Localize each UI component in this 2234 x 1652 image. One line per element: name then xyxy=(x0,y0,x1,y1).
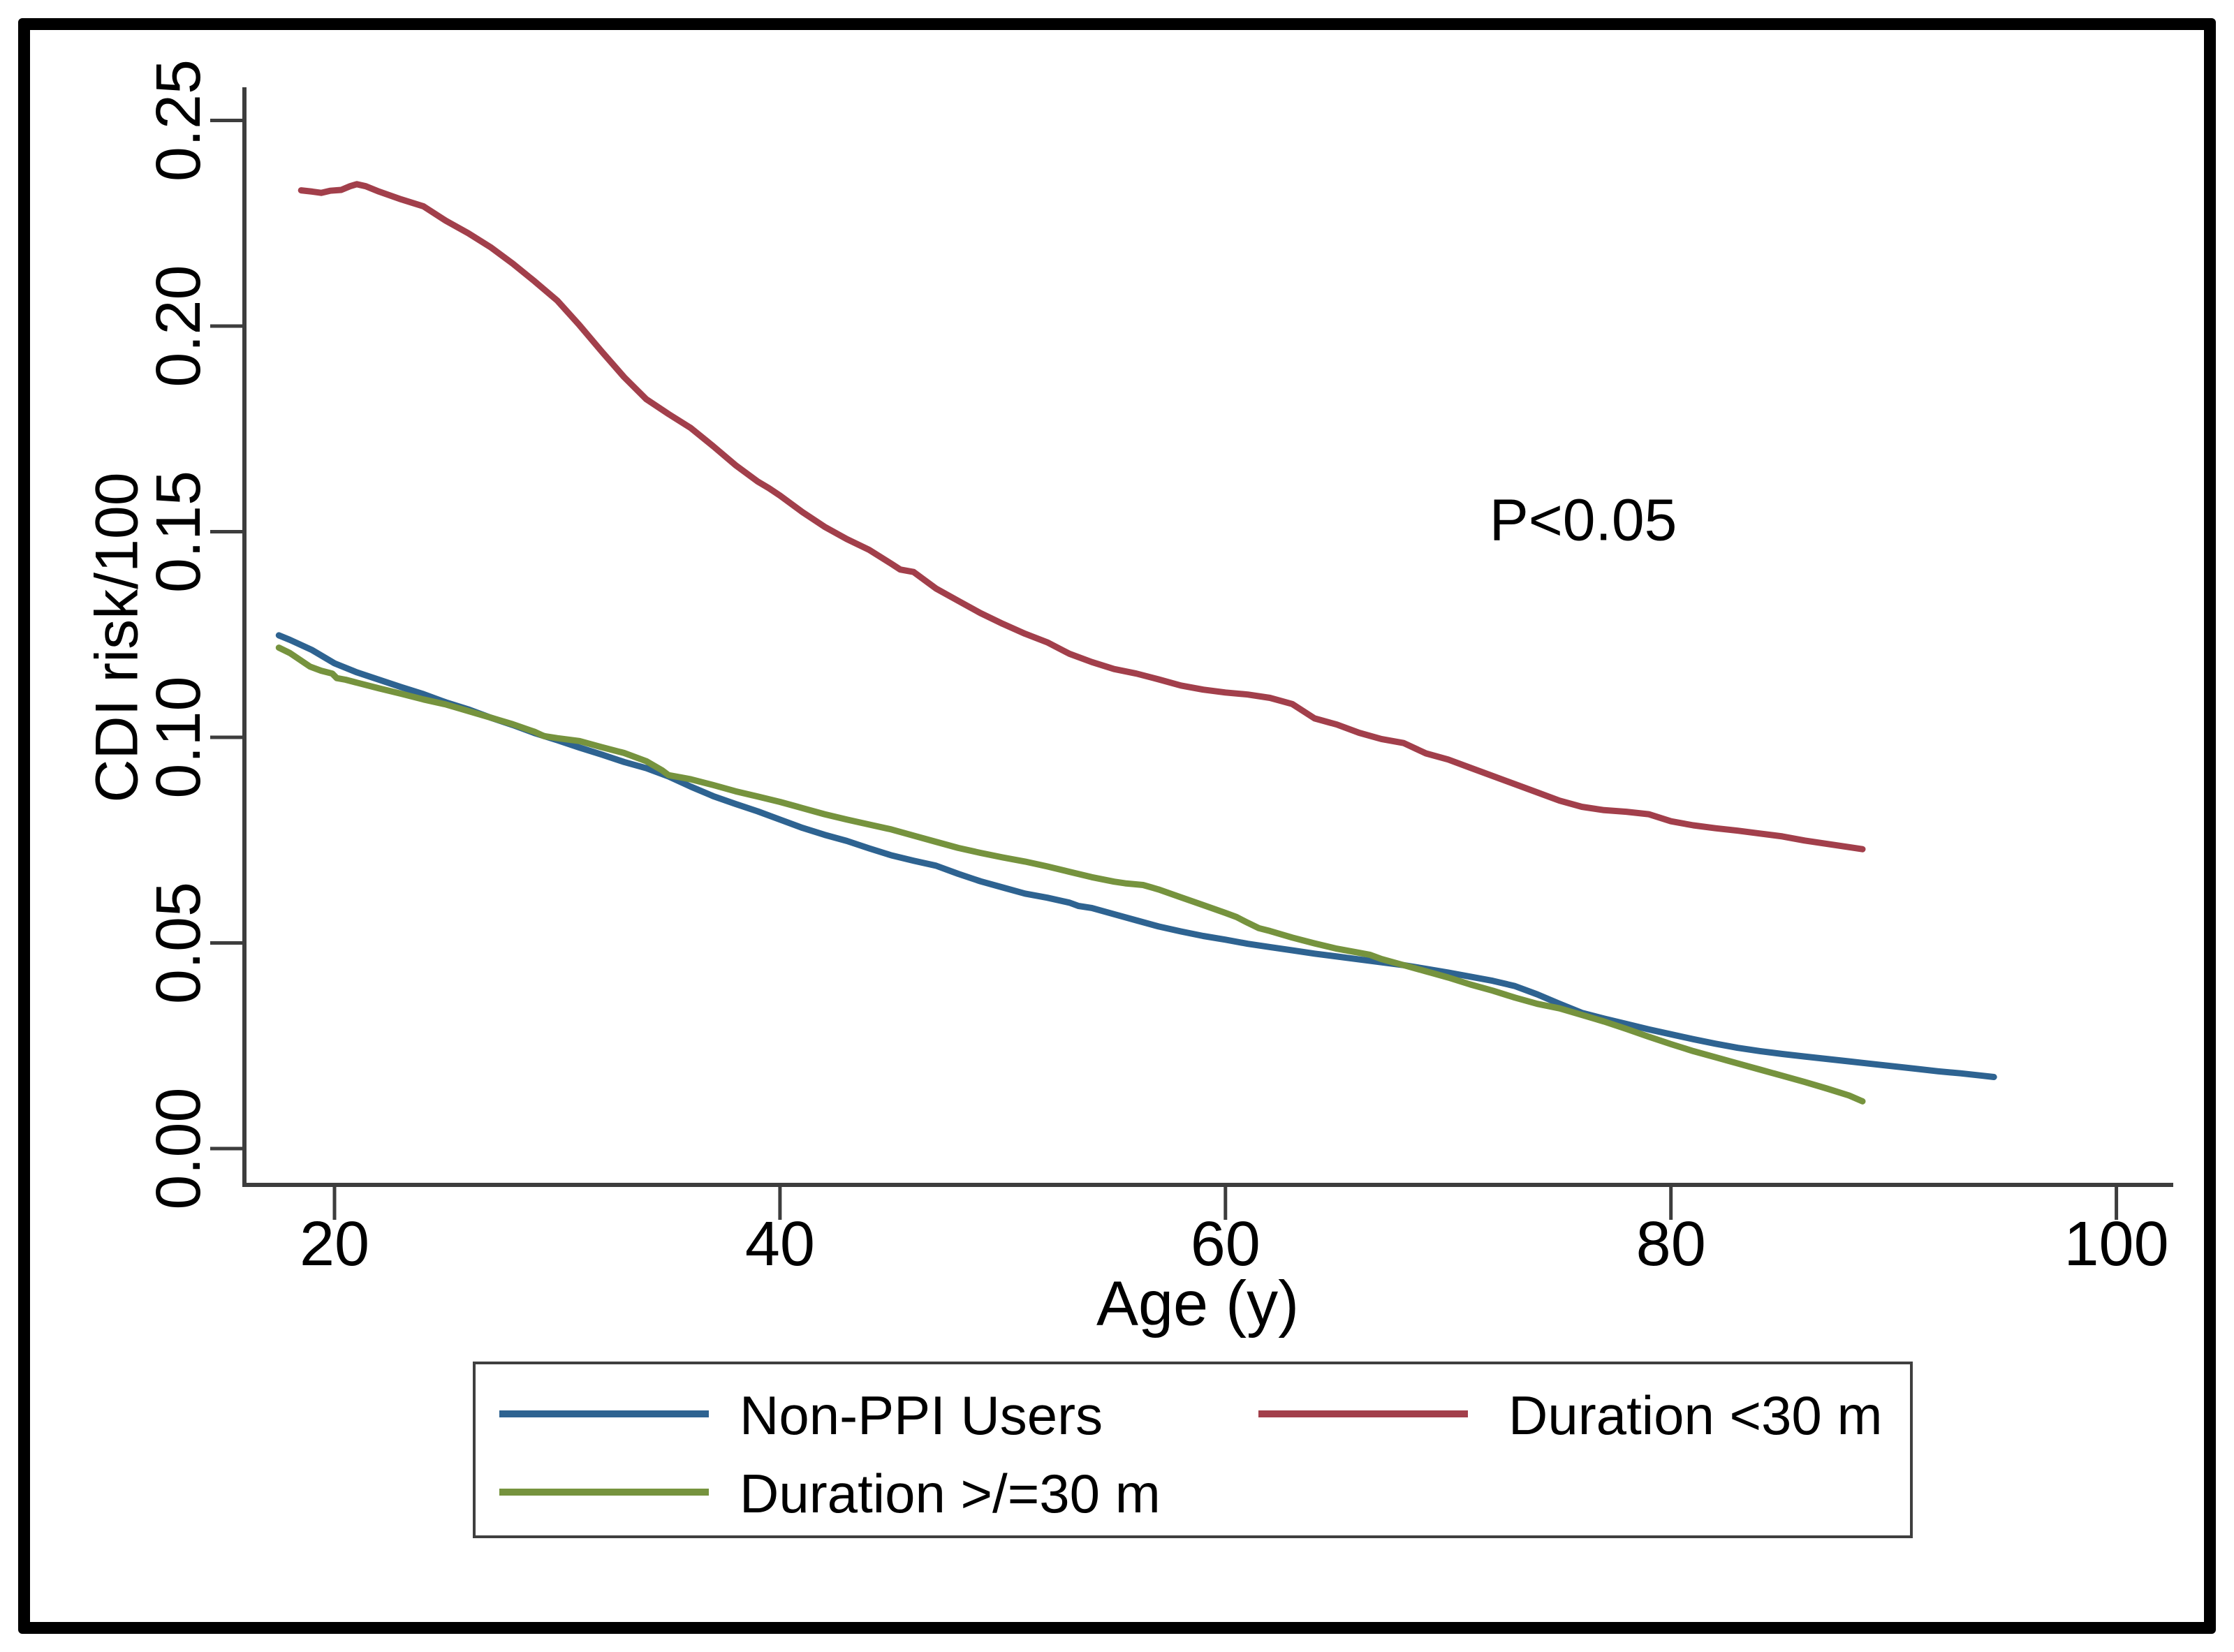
y-tick-label: 0.10 xyxy=(144,676,214,798)
x-tick-label: 100 xyxy=(2064,1209,2169,1279)
legend-label-non-ppi-users: Non-PPI Users xyxy=(740,1385,1103,1446)
y-axis-title: CDI risk/100 xyxy=(83,472,151,803)
legend-label-duration-lt-30m: Duration <30 m xyxy=(1508,1385,1883,1446)
legend-swatch-duration-lt-30m xyxy=(1258,1410,1468,1417)
legend: Non-PPI Users Duration <30 m Duration >/… xyxy=(473,1362,1913,1538)
legend-swatch-non-ppi-users xyxy=(499,1410,709,1417)
legend-swatch-duration-ge-30m xyxy=(499,1489,709,1496)
figure-frame xyxy=(18,18,2216,1634)
x-tick-label: 20 xyxy=(300,1209,369,1279)
x-axis-title: Age (y) xyxy=(1096,1269,1300,1339)
p-value-annotation: P<0.05 xyxy=(1489,487,1677,553)
x-tick-label: 40 xyxy=(745,1209,815,1279)
y-tick-label: 0.00 xyxy=(144,1087,214,1209)
x-tick-label: 80 xyxy=(1636,1209,1706,1279)
curve-duration-30-m xyxy=(297,181,1866,853)
curve-non-ppi-users xyxy=(275,632,1997,1080)
x-tick-label: 60 xyxy=(1191,1209,1261,1279)
legend-label-duration-ge-30m: Duration >/=30 m xyxy=(740,1463,1161,1524)
y-tick-label: 0.20 xyxy=(144,265,214,387)
curve-duration-30-m xyxy=(275,644,1866,1105)
y-tick-label: 0.25 xyxy=(144,59,214,182)
y-tick-label: 0.05 xyxy=(144,882,214,1004)
y-tick-label: 0.15 xyxy=(144,471,214,593)
